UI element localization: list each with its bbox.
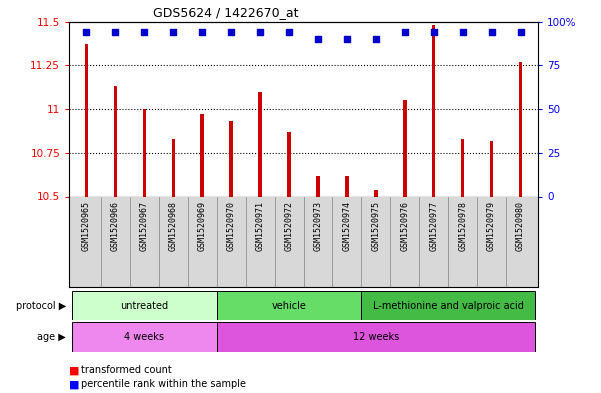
Bar — [361, 291, 535, 320]
Text: GSM1520970: GSM1520970 — [227, 201, 236, 251]
Bar — [114, 86, 117, 196]
Text: GSM1520973: GSM1520973 — [314, 201, 323, 251]
Point — [429, 29, 439, 35]
Text: ■: ■ — [69, 365, 79, 375]
Bar — [142, 109, 146, 196]
Point — [371, 36, 380, 42]
Text: GSM1520978: GSM1520978 — [458, 201, 467, 251]
Point — [227, 29, 236, 35]
Bar — [287, 132, 291, 196]
Text: GSM1520971: GSM1520971 — [255, 201, 264, 251]
Point — [82, 29, 91, 35]
Bar — [85, 44, 88, 196]
Text: untreated: untreated — [120, 301, 168, 310]
Bar — [217, 322, 535, 352]
Text: GSM1520977: GSM1520977 — [429, 201, 438, 251]
Bar — [519, 62, 522, 196]
Text: percentile rank within the sample: percentile rank within the sample — [81, 379, 246, 389]
Text: protocol ▶: protocol ▶ — [16, 301, 66, 310]
Text: GSM1520972: GSM1520972 — [284, 201, 293, 251]
Bar — [171, 139, 175, 196]
Bar — [258, 92, 262, 196]
Text: GSM1520966: GSM1520966 — [111, 201, 120, 251]
Text: GSM1520974: GSM1520974 — [343, 201, 352, 251]
Point — [139, 29, 149, 35]
Text: GSM1520968: GSM1520968 — [169, 201, 178, 251]
Bar — [490, 141, 493, 196]
Text: age ▶: age ▶ — [37, 332, 66, 342]
Point — [458, 29, 468, 35]
Point — [111, 29, 120, 35]
Bar — [374, 189, 377, 196]
Bar — [403, 100, 406, 196]
Bar — [432, 25, 436, 196]
Text: 4 weeks: 4 weeks — [124, 332, 164, 342]
Bar — [201, 114, 204, 196]
Point — [284, 29, 294, 35]
Bar — [217, 291, 361, 320]
Text: 12 weeks: 12 weeks — [353, 332, 399, 342]
Text: transformed count: transformed count — [81, 365, 172, 375]
Bar — [316, 176, 320, 196]
Bar — [230, 121, 233, 196]
Bar — [72, 291, 217, 320]
Text: GSM1520976: GSM1520976 — [400, 201, 409, 251]
Point — [400, 29, 410, 35]
Point — [197, 29, 207, 35]
Bar — [72, 322, 217, 352]
Point — [313, 36, 323, 42]
Point — [168, 29, 178, 35]
Text: GSM1520965: GSM1520965 — [82, 201, 91, 251]
Text: GDS5624 / 1422670_at: GDS5624 / 1422670_at — [153, 6, 299, 19]
Text: GSM1520979: GSM1520979 — [487, 201, 496, 251]
Text: L-methionine and valproic acid: L-methionine and valproic acid — [373, 301, 523, 310]
Point — [255, 29, 265, 35]
Text: GSM1520980: GSM1520980 — [516, 201, 525, 251]
Text: GSM1520967: GSM1520967 — [140, 201, 149, 251]
Point — [487, 29, 496, 35]
Text: GSM1520969: GSM1520969 — [198, 201, 207, 251]
Text: ■: ■ — [69, 379, 79, 389]
Text: vehicle: vehicle — [272, 301, 307, 310]
Bar — [461, 139, 465, 196]
Bar — [345, 176, 349, 196]
Point — [342, 36, 352, 42]
Text: GSM1520975: GSM1520975 — [371, 201, 380, 251]
Point — [516, 29, 525, 35]
